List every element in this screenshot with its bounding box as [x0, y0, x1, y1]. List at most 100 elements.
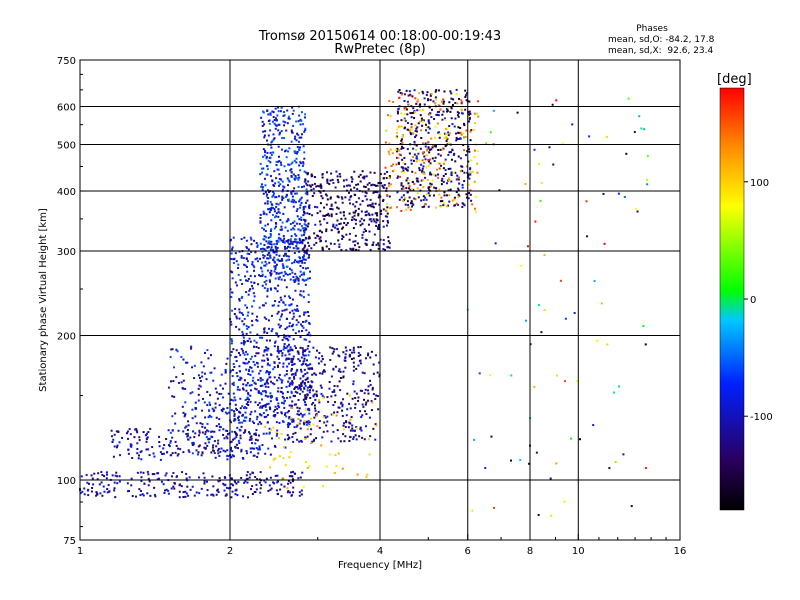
data-point [323, 218, 326, 221]
data-point [301, 320, 304, 323]
data-point [281, 392, 284, 395]
data-point [327, 212, 330, 215]
data-point [287, 349, 290, 352]
data-point [285, 346, 288, 349]
grid-lines [80, 60, 680, 540]
data-point [361, 371, 364, 374]
data-point [295, 323, 298, 326]
data-point [447, 167, 450, 170]
data-point [242, 352, 245, 355]
data-point [281, 339, 284, 342]
data-point [370, 184, 373, 187]
data-point [292, 432, 295, 435]
data-point [318, 351, 321, 354]
data-point [269, 201, 272, 204]
data-point [357, 351, 360, 354]
data-point [469, 189, 472, 192]
data-point [320, 392, 323, 395]
data-point [284, 412, 287, 415]
data-point [287, 199, 290, 202]
data-point [293, 137, 296, 140]
data-point [286, 434, 289, 437]
data-point [259, 385, 262, 388]
data-point [191, 366, 194, 369]
data-point [323, 214, 326, 217]
data-point [588, 135, 591, 138]
data-point [265, 213, 268, 216]
data-point [138, 439, 141, 442]
data-point [262, 405, 265, 408]
data-point [343, 440, 346, 443]
data-point [164, 489, 167, 492]
data-point [172, 380, 175, 383]
data-point [291, 309, 294, 312]
data-point [227, 392, 230, 395]
data-point [250, 435, 253, 438]
data-point [262, 228, 265, 231]
data-point [356, 242, 359, 245]
data-point [398, 198, 401, 201]
data-point [337, 239, 340, 242]
data-point [368, 214, 371, 217]
data-point [359, 203, 362, 206]
data-point [218, 392, 221, 395]
series-low-band-1 [110, 427, 261, 461]
data-point [435, 206, 438, 209]
data-point [354, 234, 357, 237]
data-point [396, 120, 399, 123]
data-point [136, 431, 139, 434]
data-point [252, 264, 255, 267]
data-point [381, 199, 384, 202]
data-point [431, 179, 434, 182]
data-point [290, 168, 293, 171]
data-point [298, 149, 301, 152]
data-point [307, 256, 310, 259]
data-point [319, 202, 322, 205]
data-point [263, 404, 266, 407]
data-point [193, 494, 196, 497]
data-point [222, 434, 225, 437]
data-point [290, 390, 293, 393]
data-point [254, 355, 257, 358]
data-point [278, 361, 281, 364]
data-point [312, 423, 315, 426]
data-point [304, 378, 307, 381]
data-point [287, 350, 290, 353]
data-point [249, 417, 252, 420]
data-point [277, 347, 280, 350]
data-point [396, 176, 399, 179]
data-point [429, 162, 432, 165]
data-point [191, 391, 194, 394]
data-point [171, 429, 174, 432]
data-point [304, 192, 307, 195]
data-point [417, 152, 420, 155]
data-point [219, 450, 222, 453]
data-point [408, 90, 411, 93]
data-point [573, 311, 576, 314]
data-point [311, 373, 314, 376]
data-point [404, 106, 407, 109]
data-point [259, 369, 262, 372]
data-point [269, 274, 272, 277]
data-point [605, 135, 608, 138]
data-point [285, 255, 288, 258]
data-point [278, 254, 281, 257]
data-point [291, 262, 294, 265]
data-point [261, 188, 264, 191]
data-point [282, 235, 285, 238]
data-point [359, 362, 362, 365]
data-point [347, 191, 350, 194]
data-point [279, 237, 282, 240]
data-point [349, 188, 352, 191]
data-point [337, 231, 340, 234]
data-point [442, 180, 445, 183]
data-point [211, 446, 214, 449]
data-point [370, 205, 373, 208]
data-point [289, 273, 292, 276]
data-point [325, 465, 328, 468]
data-point [320, 195, 323, 198]
data-point [265, 279, 268, 282]
data-point [352, 380, 355, 383]
data-point [462, 144, 465, 147]
data-point [286, 177, 289, 180]
